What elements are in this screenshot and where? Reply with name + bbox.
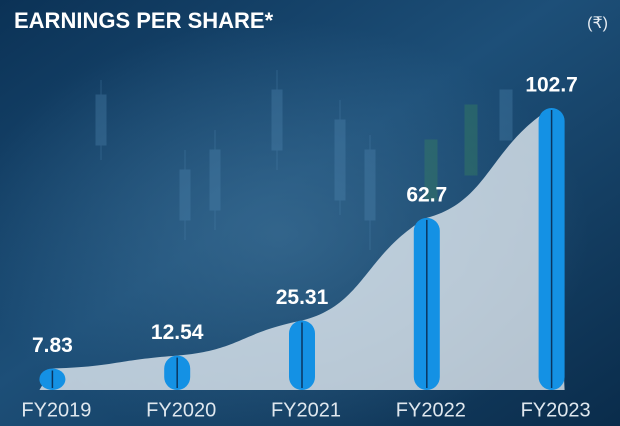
plot: 7.83 FY2019 12.54 FY2020 25.31 FY2021 62.7 FY20… — [21, 74, 590, 422]
unit-label: (₹) — [587, 15, 608, 32]
value-label: 102.7 — [525, 74, 578, 97]
value-label: 7.83 — [32, 334, 73, 357]
x-tick-label: FY2021 — [271, 399, 341, 421]
value-label: 62.7 — [406, 183, 447, 206]
x-tick-label: FY2019 — [21, 399, 91, 421]
value-label: 25.31 — [276, 286, 329, 309]
x-tick-label: FY2020 — [146, 399, 216, 421]
decorative-candlesticks — [95, 70, 513, 250]
x-tick-label: FY2022 — [396, 399, 466, 421]
chart-title: EARNINGS PER SHARE* — [14, 8, 274, 33]
x-tick-label: FY2023 — [521, 399, 591, 421]
value-label: 12.54 — [151, 321, 204, 344]
